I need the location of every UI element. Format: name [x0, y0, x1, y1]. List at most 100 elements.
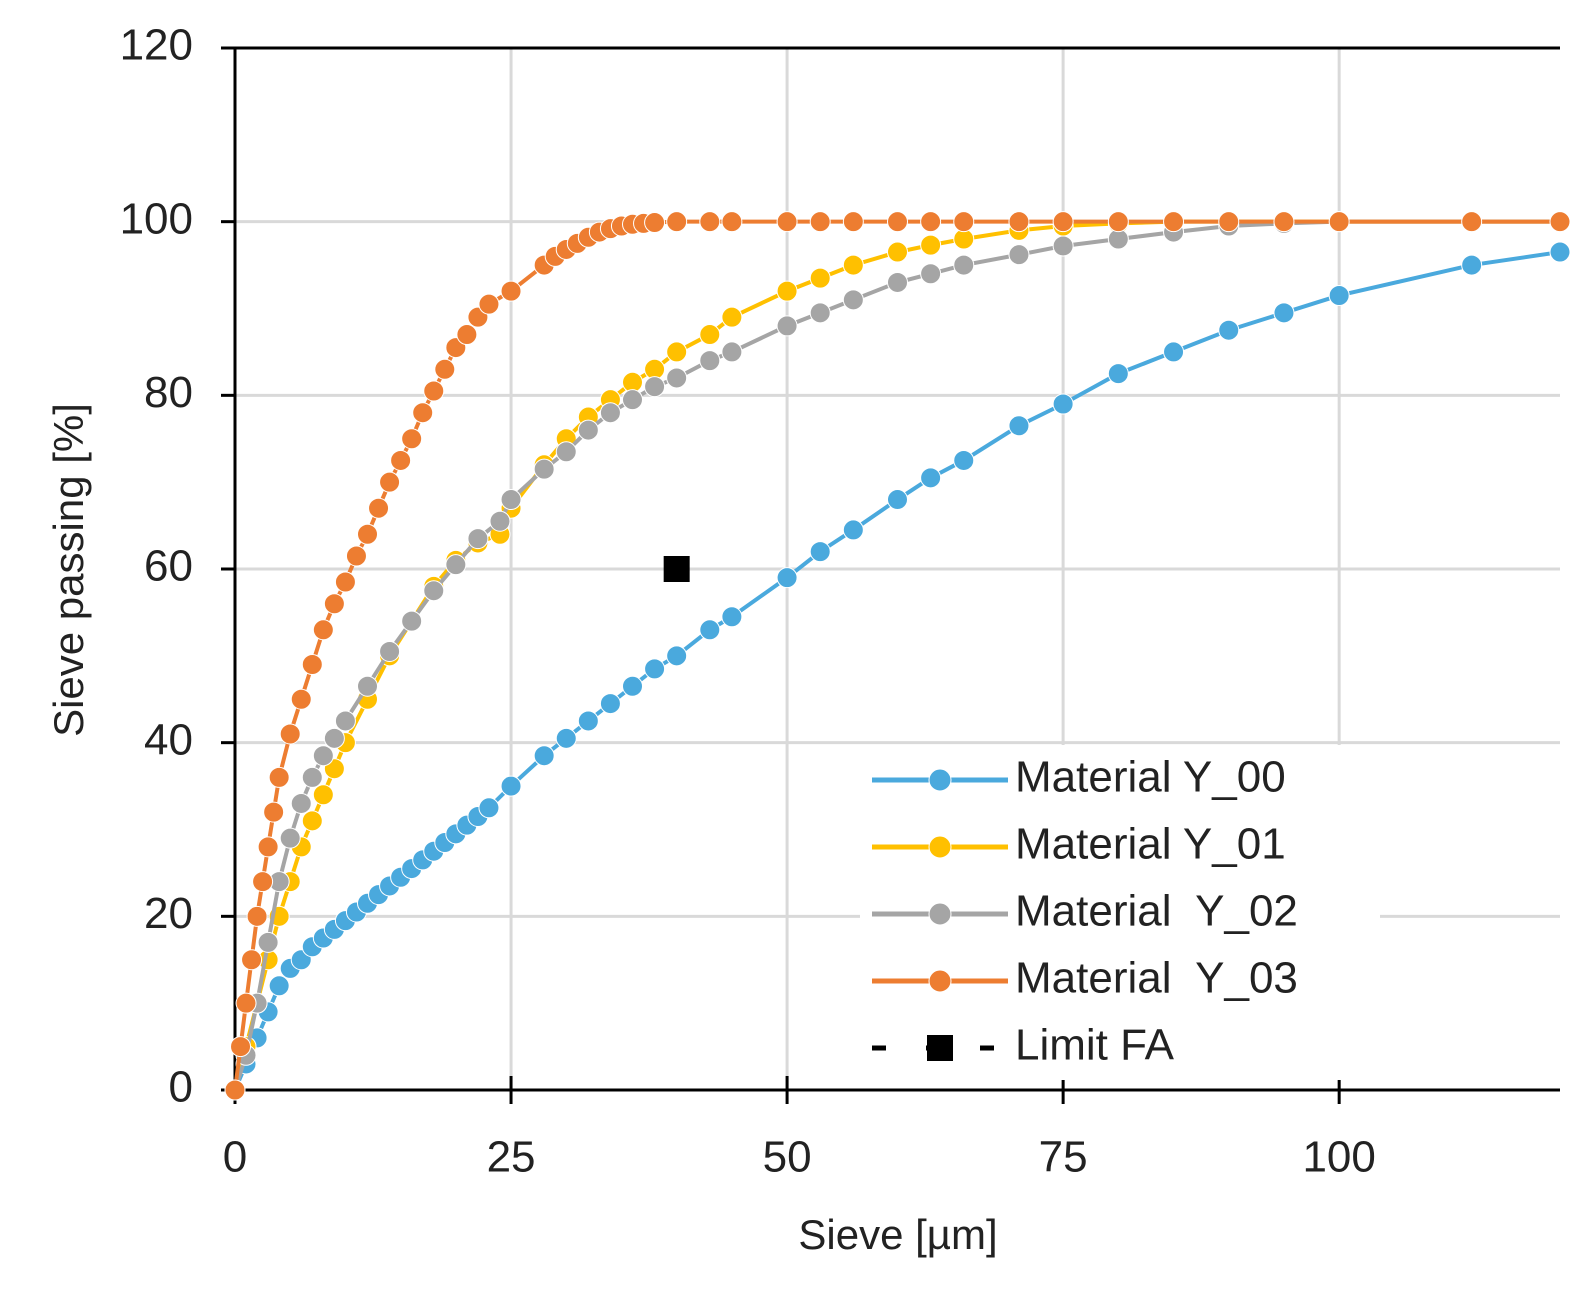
marker: [776, 567, 798, 589]
marker: [478, 797, 500, 819]
marker: [776, 211, 798, 233]
marker: [809, 541, 831, 563]
marker: [666, 367, 688, 389]
marker: [666, 211, 688, 233]
marker: [953, 254, 975, 276]
marker: [577, 419, 599, 441]
series-line: [233, 219, 1560, 1091]
marker: [334, 710, 356, 732]
marker: [241, 949, 263, 971]
marker: [279, 827, 301, 849]
marker: [1549, 211, 1571, 233]
x-tick-label: 75: [1039, 1133, 1088, 1182]
marker: [412, 402, 434, 424]
marker: [1218, 211, 1240, 233]
x-axis-title: Sieve [µm]: [798, 1211, 997, 1258]
marker: [1052, 235, 1074, 257]
marker: [809, 267, 831, 289]
marker: [842, 211, 864, 233]
marker: [279, 723, 301, 745]
marker: [721, 211, 743, 233]
marker: [721, 341, 743, 363]
marker: [599, 693, 621, 715]
marker: [599, 402, 621, 424]
plot-frame: [233, 46, 1560, 1092]
marker: [368, 497, 390, 519]
marker: [423, 580, 445, 602]
marker: [312, 745, 334, 767]
marker: [920, 263, 942, 285]
legend-marker: [927, 1035, 953, 1061]
legend-marker: [928, 835, 952, 859]
legend-label: Material Y_03: [1015, 954, 1298, 1003]
marker: [224, 1079, 246, 1101]
y-tick-label: 80: [144, 368, 193, 417]
marker: [1163, 341, 1185, 363]
marker: [257, 836, 279, 858]
marker: [887, 211, 908, 233]
marker: [1218, 319, 1240, 341]
marker: [887, 271, 908, 293]
marker: [1273, 211, 1295, 233]
legend-label: Material Y_02: [1015, 887, 1298, 936]
marker: [577, 710, 599, 732]
marker: [1163, 211, 1185, 233]
legend-marker: [928, 902, 952, 926]
marker: [257, 931, 279, 953]
marker: [357, 523, 378, 545]
marker: [312, 619, 334, 641]
marker: [334, 571, 356, 593]
marker: [379, 471, 401, 493]
marker: [644, 658, 666, 680]
marker: [622, 675, 643, 697]
marker: [345, 545, 367, 567]
marker: [290, 688, 312, 710]
x-tick-label: 100: [1302, 1133, 1375, 1182]
marker: [809, 302, 831, 324]
marker: [644, 212, 666, 234]
marker: [379, 640, 401, 662]
marker: [445, 554, 467, 576]
marker: [1461, 254, 1483, 276]
marker: [1107, 363, 1129, 385]
marker: [467, 528, 489, 550]
marker: [699, 211, 721, 233]
y-tick-label: 20: [144, 889, 193, 938]
marker: [423, 380, 445, 402]
legend-label: Limit FA: [1015, 1021, 1175, 1070]
marker: [489, 510, 511, 532]
marker: [920, 467, 942, 489]
marker: [1008, 211, 1030, 233]
marker: [1328, 284, 1350, 306]
marker: [246, 905, 268, 927]
marker: [290, 792, 312, 814]
marker: [1273, 302, 1295, 324]
marker: [456, 324, 478, 346]
legend-label: Material Y_01: [1015, 820, 1286, 869]
marker: [776, 280, 798, 302]
marker: [721, 606, 743, 628]
marker: [887, 489, 908, 511]
marker: [842, 254, 864, 276]
marker: [699, 619, 721, 641]
marker: [235, 992, 257, 1014]
marker: [842, 289, 864, 311]
legend-label: Material Y_00: [1015, 753, 1286, 802]
marker: [401, 610, 423, 632]
marker: [920, 234, 942, 256]
marker: [323, 593, 345, 615]
marker: [1107, 211, 1129, 233]
marker: [842, 519, 864, 541]
marker: [268, 975, 290, 997]
x-tick-label: 0: [223, 1133, 247, 1182]
x-tick-label: 25: [487, 1133, 536, 1182]
marker: [1461, 211, 1483, 233]
y-axis-title: Sieve passing [%]: [45, 403, 92, 737]
marker: [699, 324, 721, 346]
marker: [533, 745, 555, 767]
y-tick-label: 100: [120, 194, 193, 243]
y-tick-label: 40: [144, 715, 193, 764]
marker: [268, 766, 290, 788]
